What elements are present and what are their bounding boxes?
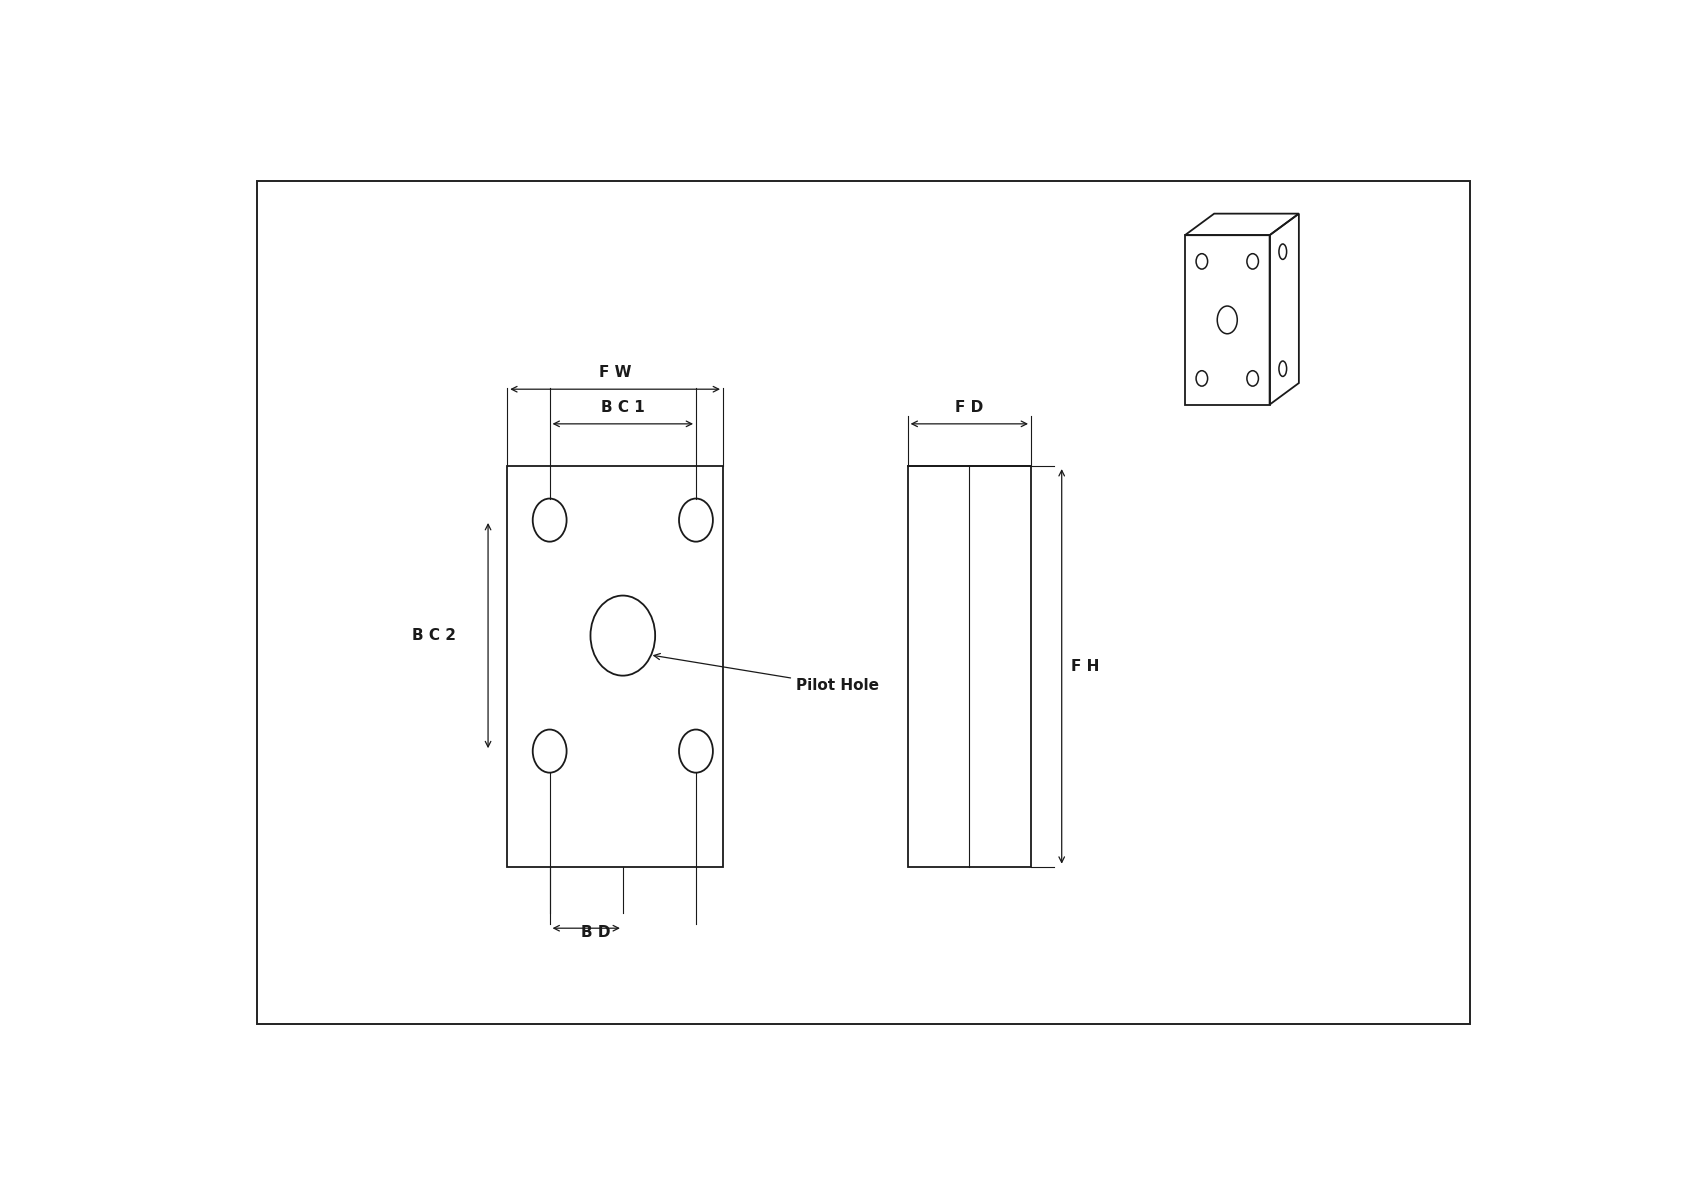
Text: B D: B D [581,925,611,940]
Bar [507,466,722,866]
Bar [908,466,1031,866]
Text: F D: F D [955,400,983,414]
Text: F W: F W [600,365,632,380]
Text: B C 2: B C 2 [413,628,456,643]
Text: Pilot Hole: Pilot Hole [653,653,879,693]
Text: B C 1: B C 1 [601,400,645,414]
Text: F H: F H [1071,659,1100,674]
